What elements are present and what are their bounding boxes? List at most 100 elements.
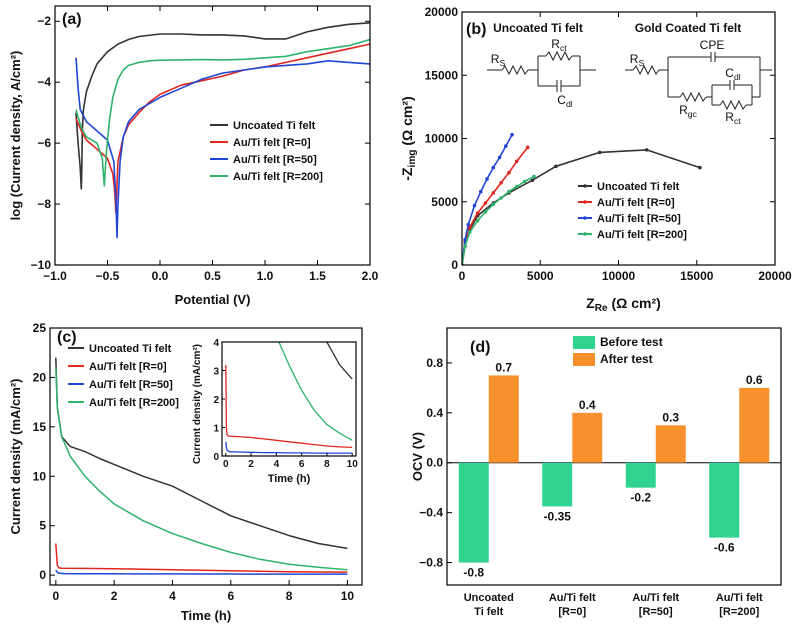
panel-b-point — [554, 164, 558, 169]
panel-b-point — [507, 189, 511, 194]
panel-b-xlabel: ZRe (Ω cm²) — [586, 295, 661, 314]
panel-a-ytick-label: −6 — [37, 136, 51, 150]
panel-d-bar — [655, 425, 686, 463]
panel-c-ytick-label: 15 — [33, 420, 47, 434]
panel-b-series-line — [462, 146, 529, 265]
panel-d-legend-label: Before test — [600, 335, 663, 349]
panel-a-xtick-label: 2.0 — [362, 269, 379, 283]
panel-b-frame — [461, 11, 776, 266]
panel-c-series-line — [55, 569, 348, 575]
panel-b-point — [475, 211, 480, 215]
panel-d-category-label: Au/Ti felt — [549, 592, 596, 604]
panel-c-inset-xtick-label: 6 — [299, 459, 305, 470]
panel-c-xtick-label: 2 — [111, 589, 118, 603]
panel-b-point — [698, 165, 702, 170]
panel-a-legend-label: Au/Ti felt [R=50] — [233, 154, 317, 166]
panel-d-ytick-label: −0.8 — [419, 556, 443, 570]
panel-c-inset-ylabel: Current density (mA/cm²) — [192, 344, 203, 464]
circuit2-rgc-label: Rgc — [679, 103, 697, 119]
panel-a-ytick-label: −4 — [37, 75, 51, 89]
panel-c-frame — [49, 327, 363, 586]
panel-b-point — [644, 148, 649, 152]
circuit1-rct-resistor — [545, 50, 573, 62]
panel-b-circuit-title-2: Gold Coated Ti felt — [635, 21, 741, 35]
circuit1-cdl-label: Cdl — [557, 93, 572, 109]
panel-d-label: (d) — [470, 339, 490, 356]
panel-b-ytick-label: 0 — [451, 258, 458, 272]
panel-b-legend-marker — [583, 216, 587, 220]
panel-d-bar — [739, 387, 770, 463]
panel-b-legend-label: Au/Ti felt [R=0] — [597, 197, 675, 209]
panel-a-legend-label: Uncoated Ti felt — [233, 120, 316, 132]
panel-d-bar — [572, 412, 603, 463]
panel-c-ytick-label: 25 — [33, 321, 47, 335]
panel-a-xlabel: Potential (V) — [175, 292, 251, 307]
panel-c-inset-series-line — [225, 364, 353, 449]
panel-c-series-line — [55, 367, 348, 571]
panel-a-xtick-label: 1.5 — [309, 269, 326, 283]
panel-c-series-line — [55, 543, 348, 573]
panel-b-point — [532, 174, 536, 179]
circuit1-rs-resistor — [501, 64, 529, 76]
panel-d-category-label: Au/Ti felt — [716, 592, 763, 604]
panel-d-category-label: [R=200] — [719, 606, 759, 618]
panel-c-label: (c) — [57, 329, 77, 346]
panel-b-legend-marker — [583, 232, 587, 236]
panel-c-inset-series-line — [326, 342, 353, 380]
panel-a-xtick-label: 0.5 — [204, 269, 221, 283]
panel-c-legend-label: Au/Ti felt [R=50] — [89, 379, 173, 391]
panel-c-ytick-label: 20 — [33, 370, 47, 384]
panel-d-category-label: Au/Ti felt — [632, 592, 679, 604]
panel-b-point — [507, 170, 511, 175]
circuit2-cpe-label: CPE — [700, 38, 725, 52]
panel-d-data-label: 0.4 — [579, 398, 596, 412]
panel-d-data-label: 0.6 — [746, 373, 763, 387]
panel-c-inset-ytick-label: 2 — [213, 395, 219, 406]
panel-d-bar — [625, 462, 656, 488]
panel-a-label: (a) — [62, 11, 82, 28]
panel-c-inset-xtick-label: 2 — [248, 459, 254, 470]
panel-c-inset-ytick-label: 0 — [213, 452, 219, 463]
panel-c-inset-series-line — [225, 441, 353, 454]
panel-a-ytick-label: −8 — [37, 197, 51, 211]
panel-a: −1.0 −0.5 0.0 0.5 1.0 1.5 2.0 −10 −8 −6 −4 −2 (a) Pot… — [8, 5, 379, 307]
panel-c-inset-xtick-label: 8 — [324, 459, 330, 470]
panel-d-bar — [458, 462, 489, 563]
panel-b-point — [472, 203, 477, 208]
panel-d-legend-swatch — [573, 353, 595, 366]
panel-d-legend-label: After test — [600, 352, 653, 366]
circuit2-rs-resistor — [632, 64, 660, 76]
panel-b-point — [466, 222, 471, 227]
panel-b-xtick-label: 20000 — [758, 269, 792, 283]
circuit2-cdl-label: Cdl — [725, 66, 740, 82]
panel-a-series-line — [75, 43, 370, 214]
panel-c-xtick-label: 0 — [52, 589, 59, 603]
circuit2-rs-label: RS — [630, 52, 645, 68]
panel-b-ytick-label: 20000 — [425, 5, 459, 19]
panel-c-inset-xtick-label: 0 — [223, 459, 229, 470]
panel-b-point — [525, 145, 530, 150]
panel-d: −0.8 −0.4 0.0 0.4 0.8 (d) OCV (V) -0.8 0.7 Uncoat… — [410, 327, 782, 618]
panel-c-xlabel: Time (h) — [181, 608, 231, 623]
panel-c-xtick-label: 6 — [227, 589, 234, 603]
panel-c-inset-xtick-label: 10 — [347, 459, 359, 470]
panel-b-xtick-label: 0 — [459, 269, 466, 283]
panel-d-ytick-label: 0.8 — [426, 356, 443, 370]
panel-c-inset-ytick-label: 1 — [213, 424, 219, 435]
panel-b-legend-label: Au/Ti felt [R=200] — [597, 229, 687, 241]
panel-a-ytick-label: −2 — [37, 14, 51, 28]
panel-d-ytick-label: 0.0 — [426, 456, 443, 470]
panel-d-bar — [542, 462, 573, 507]
panel-b-point — [468, 230, 472, 234]
panel-c-inset-xlabel: Time (h) — [268, 473, 311, 485]
panel-d-category-label: Uncoated — [464, 592, 514, 604]
panel-a-legend-label: Au/Ti felt [R=200] — [233, 171, 323, 183]
panel-c-inset-series-line — [278, 342, 353, 441]
circuit1-rs-label: RS — [491, 52, 506, 68]
panel-d-data-label: -0.35 — [544, 509, 572, 523]
panel-b-series-line — [462, 134, 513, 265]
panel-b-point — [483, 201, 488, 205]
panel-d-data-label: 0.3 — [662, 410, 679, 424]
panel-c-ylabel: Current density (mA/cm²) — [8, 378, 23, 534]
panel-d-data-label: -0.8 — [463, 566, 484, 580]
